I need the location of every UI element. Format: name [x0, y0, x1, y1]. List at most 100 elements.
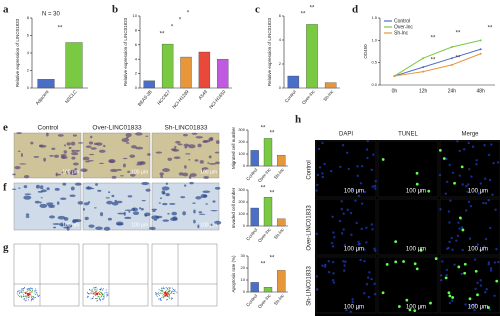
- cell: [96, 142, 103, 146]
- tunel: [415, 267, 419, 271]
- dapi: [357, 240, 360, 244]
- cell: [87, 186, 90, 190]
- event: [101, 293, 103, 295]
- point: [422, 70, 425, 73]
- event: [172, 297, 174, 299]
- event: [16, 293, 18, 295]
- dapi: [350, 233, 353, 237]
- bar: [263, 287, 273, 293]
- event: [31, 296, 33, 298]
- panel-label: h: [295, 114, 301, 126]
- event: [102, 288, 104, 290]
- tunel: [394, 260, 398, 264]
- cell: [200, 193, 208, 199]
- event: [86, 297, 88, 299]
- cell: [71, 152, 79, 156]
- event: [100, 299, 102, 301]
- event: [171, 287, 173, 289]
- panel-label: e: [3, 122, 8, 134]
- cell: [39, 144, 44, 147]
- dapi: [476, 281, 479, 285]
- cell: [194, 159, 199, 162]
- event: [95, 298, 97, 300]
- event: [162, 286, 164, 288]
- dapi: [340, 200, 343, 203]
- cell: [18, 187, 21, 189]
- tunel: [476, 293, 479, 297]
- event: [19, 290, 21, 292]
- cell: [49, 155, 54, 157]
- tunel: [438, 148, 442, 152]
- scale-label: 100 μm: [468, 189, 488, 195]
- line: [394, 48, 481, 77]
- y-axis-label: Migrated cell number: [231, 126, 236, 169]
- cell: [199, 160, 204, 164]
- cell: [77, 201, 84, 205]
- cell: [95, 183, 98, 186]
- event: [22, 288, 24, 290]
- cell: [214, 220, 222, 225]
- dapi: [365, 148, 369, 151]
- y-tick-label: 0.0: [371, 82, 377, 87]
- event: [174, 289, 176, 291]
- dapi: [458, 227, 461, 230]
- y-tick-label: 1.0: [371, 37, 377, 42]
- cell: [127, 170, 131, 173]
- dapi: [484, 291, 487, 294]
- cell: [107, 217, 112, 221]
- y-tick-label: 200: [238, 199, 245, 204]
- bar: [263, 197, 273, 227]
- event: [30, 287, 32, 289]
- cell: [65, 224, 73, 228]
- dapi: [351, 300, 354, 304]
- cell: [111, 194, 115, 198]
- dapi: [444, 192, 448, 195]
- dapi: [473, 308, 476, 312]
- cell: [198, 211, 203, 214]
- cell: [111, 175, 117, 179]
- cell: [19, 163, 27, 165]
- point: [450, 57, 453, 60]
- event: [37, 295, 39, 297]
- cell: [69, 194, 76, 197]
- cell: [139, 161, 146, 165]
- cell: [23, 185, 28, 189]
- scale-label: 100 μm: [200, 169, 217, 175]
- cell: [39, 203, 48, 208]
- y-tick-label: 0: [243, 289, 246, 294]
- cell: [167, 213, 170, 215]
- dapi: [479, 279, 482, 282]
- event: [169, 290, 171, 292]
- event: [102, 289, 104, 291]
- cell: [70, 141, 76, 146]
- event: [32, 297, 34, 299]
- dapi: [440, 278, 443, 282]
- event: [24, 295, 26, 297]
- event: [21, 291, 23, 293]
- cell: [210, 210, 218, 212]
- bar: [198, 51, 211, 89]
- cell: [24, 193, 32, 195]
- event: [106, 294, 108, 296]
- cell: [189, 181, 194, 185]
- cell: [140, 208, 144, 211]
- cell: [151, 208, 158, 211]
- dapi: [373, 184, 377, 188]
- cell: [39, 201, 42, 204]
- tunel: [463, 271, 467, 275]
- cell: [80, 168, 88, 172]
- cell: [125, 142, 130, 144]
- event: [166, 294, 168, 296]
- cell: [162, 219, 170, 222]
- dapi: [365, 226, 368, 229]
- event: [166, 287, 168, 289]
- event: [94, 291, 96, 293]
- event: [176, 291, 178, 293]
- dapi: [456, 234, 460, 238]
- panel-label: f: [3, 182, 7, 194]
- x-tick-label: NSCLC: [64, 89, 78, 104]
- dapi: [333, 236, 336, 239]
- y-tick-label: 6: [279, 13, 282, 18]
- x-tick-label: NCI-H1650: [208, 89, 227, 110]
- cell: [122, 157, 128, 160]
